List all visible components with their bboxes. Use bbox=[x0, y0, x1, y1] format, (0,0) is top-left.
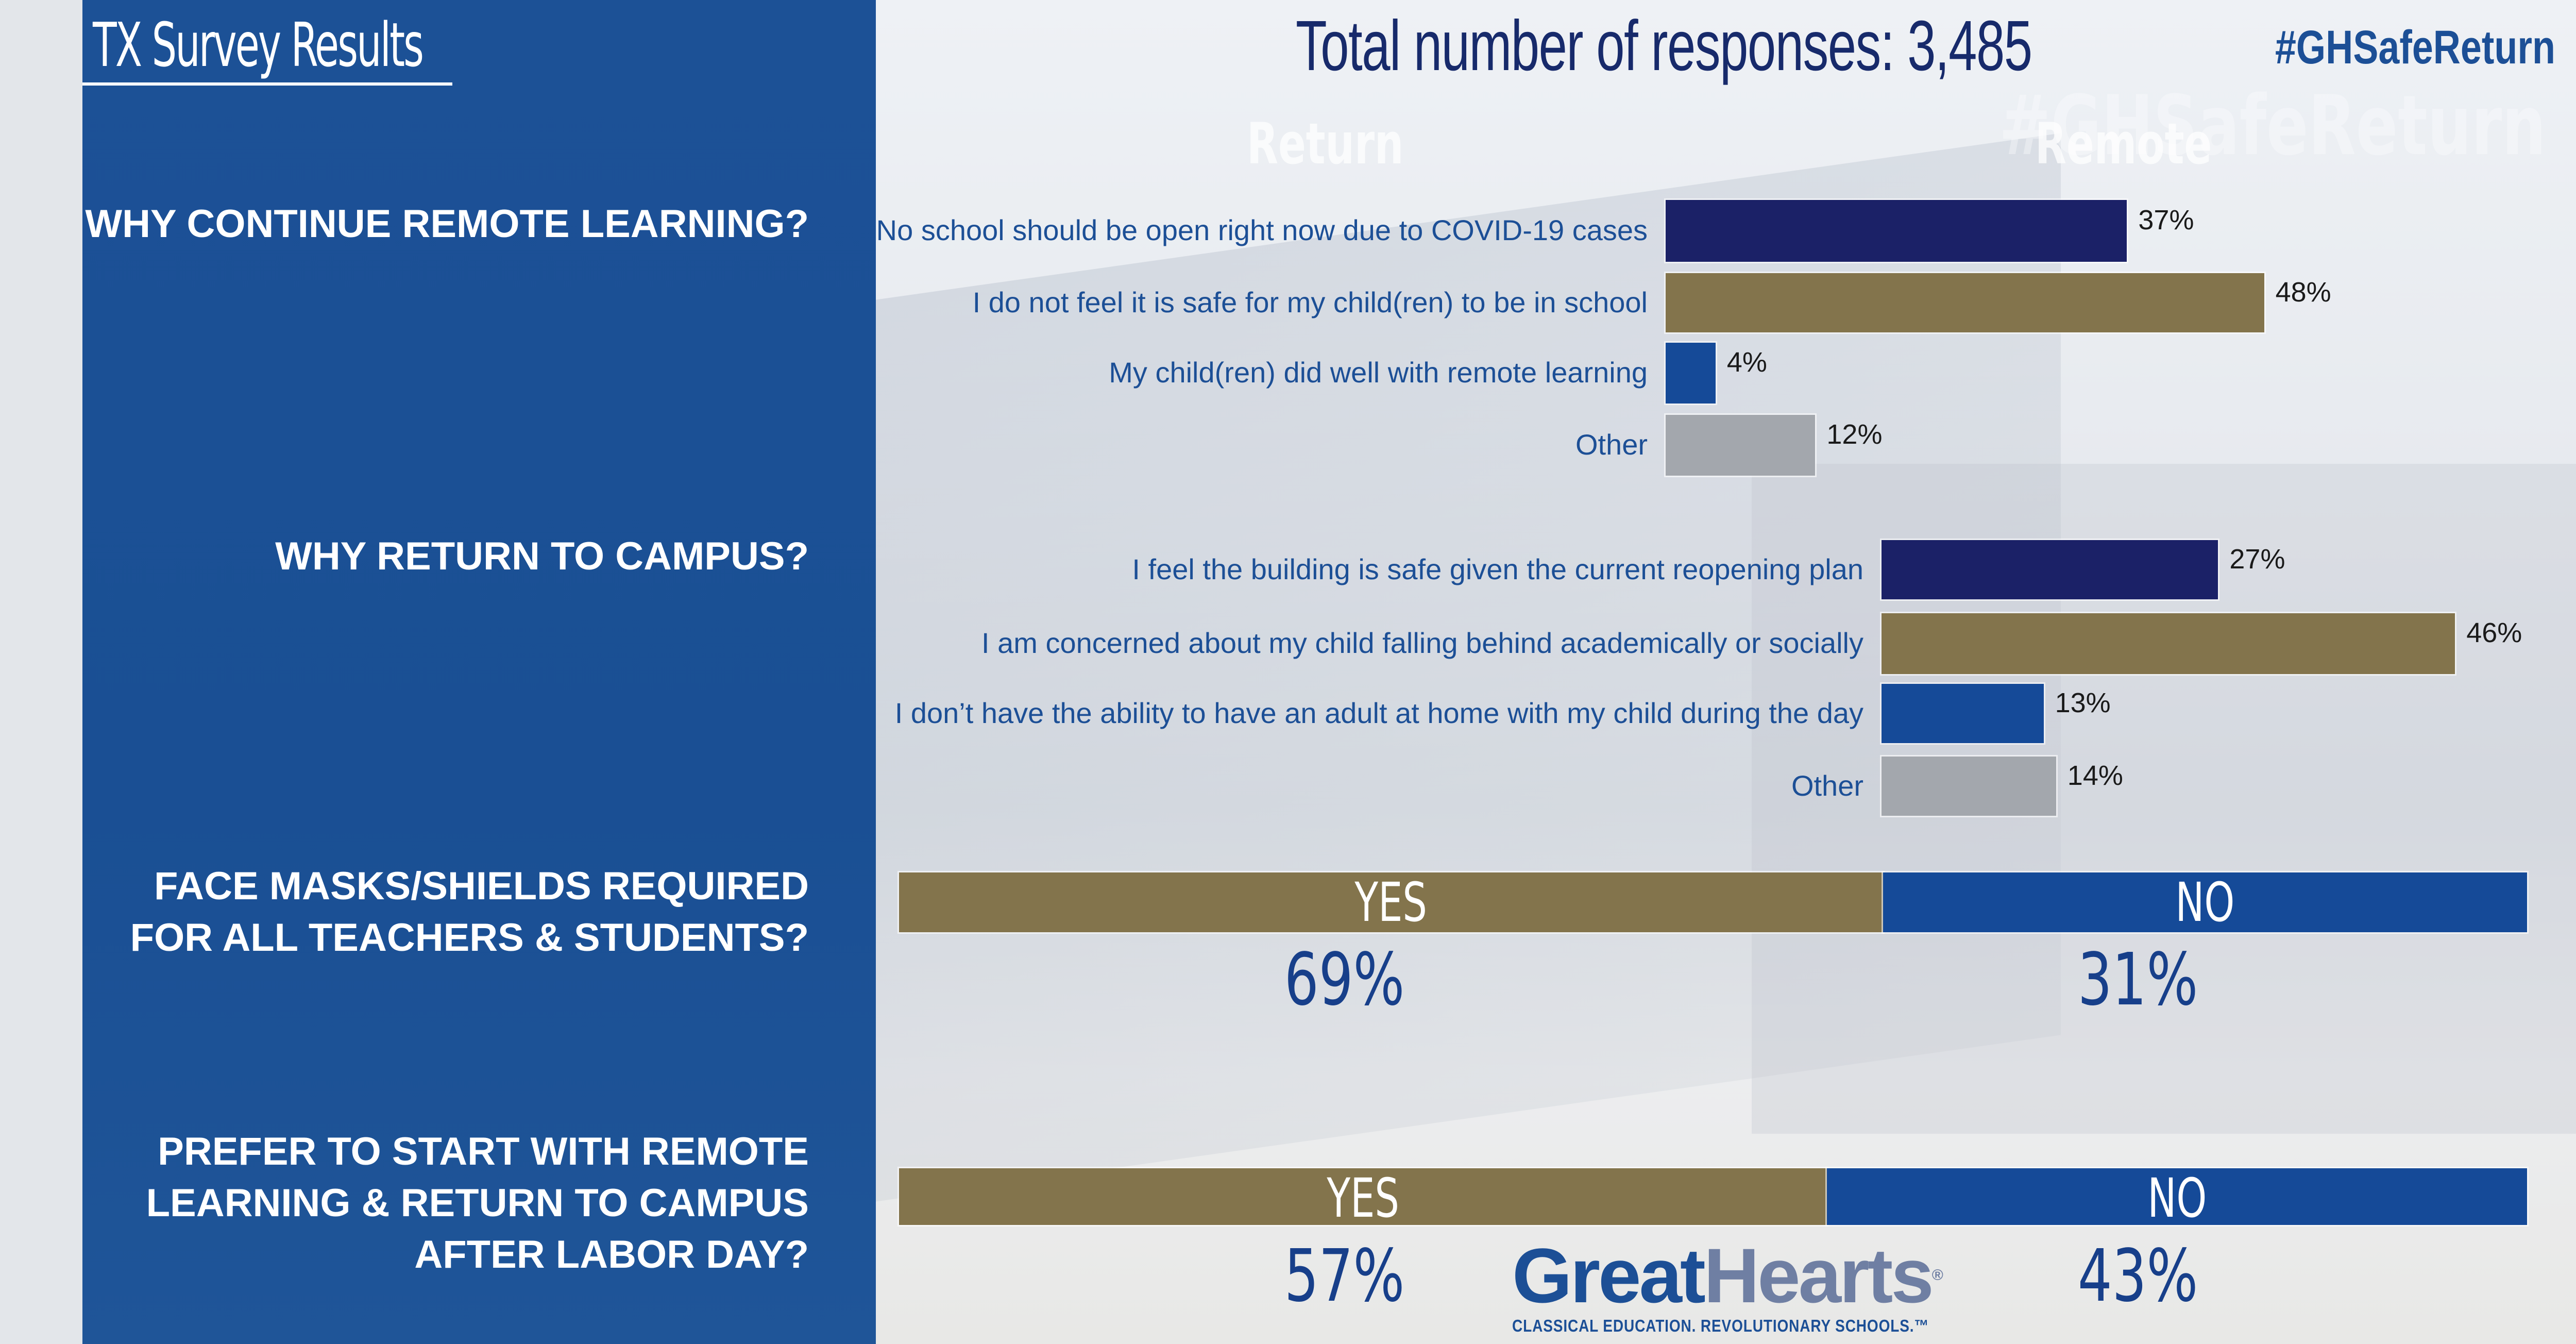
chart4-value-no: 43% bbox=[1932, 1234, 2344, 1318]
question-labor-day: PREFER TO START WITH REMOTE LEARNING & R… bbox=[146, 1126, 809, 1281]
background-hashtag-text: #GHSafeReturn bbox=[1999, 77, 2546, 174]
chart1-value-1: 37% bbox=[2138, 205, 2194, 236]
background-remote-text: Remote bbox=[2035, 111, 2212, 177]
chart2-value-4: 14% bbox=[2067, 760, 2123, 791]
chart1-bar-3 bbox=[1666, 343, 1716, 404]
chart2-bar-1 bbox=[1882, 540, 2218, 599]
question-labor-day-line-1: PREFER TO START WITH REMOTE bbox=[158, 1130, 809, 1173]
chart1-category-2: I do not feel it is safe for my child(re… bbox=[972, 285, 1648, 318]
logo-registered-mark: ® bbox=[1931, 1267, 1943, 1284]
chart2-value-1: 27% bbox=[2229, 543, 2285, 575]
chart2-bar-4 bbox=[1882, 757, 2056, 816]
chart4-label-yes: YES bbox=[1327, 1167, 1399, 1230]
chart2-category-4: Other bbox=[1791, 769, 1863, 802]
chart1-value-2: 48% bbox=[2275, 276, 2331, 308]
chart2-category-2: I am concerned about my child falling be… bbox=[981, 627, 1863, 659]
page-title: TX Survey Results bbox=[93, 9, 424, 80]
chart2-category-1: I feel the building is safe given the cu… bbox=[1132, 552, 1863, 585]
question-labor-day-line-3: AFTER LABOR DAY? bbox=[414, 1233, 809, 1276]
chart3-bar-yes: YES bbox=[899, 872, 1883, 932]
chart4-value-yes: 57% bbox=[1139, 1234, 1551, 1318]
hashtag: #GHSafeReturn bbox=[2275, 21, 2555, 74]
chart1-category-1: No school should be open right now due t… bbox=[876, 214, 1648, 246]
chart3-bar-no: NO bbox=[1883, 872, 2527, 932]
chart2-value-3: 13% bbox=[2055, 687, 2111, 718]
chart2-bar-3 bbox=[1882, 684, 2044, 743]
question-face-masks-line-1: FACE MASKS/SHIELDS REQUIRED bbox=[154, 864, 809, 908]
chart3-value-yes: 69% bbox=[1139, 938, 1551, 1022]
chart2-category-3: I don’t have the ability to have an adul… bbox=[894, 696, 1863, 729]
title-underline bbox=[82, 82, 452, 86]
chart1-bar-2 bbox=[1666, 273, 2264, 332]
chart4-bar-no: NO bbox=[1827, 1167, 2527, 1230]
chart3-value-text-yes: 69% bbox=[1284, 938, 1405, 1022]
question-labor-day-line-2: LEARNING & RETURN TO CAMPUS bbox=[146, 1181, 809, 1225]
chart2-bar-2 bbox=[1882, 613, 2455, 674]
chart4-value-text-no: 43% bbox=[2078, 1234, 2198, 1318]
logo-tagline: CLASSICAL EDUCATION. REVOLUTIONARY SCHOO… bbox=[1512, 1316, 1929, 1335]
chart4-value-text-yes: 57% bbox=[1284, 1234, 1405, 1318]
greathearts-logo: GreatHearts® CLASSICAL EDUCATION. REVOLU… bbox=[1512, 1237, 2003, 1336]
chart1-bar-1 bbox=[1666, 200, 2127, 262]
chart1-bar-4 bbox=[1666, 415, 1816, 476]
chart3-value-text-no: 31% bbox=[2078, 938, 2198, 1022]
chart1-value-3: 4% bbox=[1726, 347, 1767, 378]
question-face-masks-line-2: FOR ALL TEACHERS & STUDENTS? bbox=[130, 916, 809, 960]
logo-name-part2: Hearts bbox=[1703, 1232, 1934, 1319]
chart1-category-4: Other bbox=[1575, 428, 1648, 461]
chart4-label-no: NO bbox=[2147, 1167, 2207, 1230]
question-remote-learning-line-1: WHY CONTINUE REMOTE LEARNING? bbox=[85, 202, 809, 246]
left-edge-strip bbox=[0, 0, 82, 1344]
logo-name-part1: Great bbox=[1512, 1232, 1706, 1319]
question-face-masks: FACE MASKS/SHIELDS REQUIRED FOR ALL TEAC… bbox=[130, 861, 809, 964]
chart3-label-no: NO bbox=[2175, 871, 2235, 934]
background-return-text: Return bbox=[1247, 111, 1404, 177]
chart3-value-no: 31% bbox=[1932, 938, 2344, 1022]
question-return-campus: WHY RETURN TO CAMPUS? bbox=[275, 531, 809, 582]
chart1-value-4: 12% bbox=[1826, 419, 1883, 450]
left-panel bbox=[82, 0, 876, 1344]
question-remote-learning: WHY CONTINUE REMOTE LEARNING? bbox=[85, 198, 809, 250]
logo-wordmark: GreatHearts® bbox=[1512, 1237, 2003, 1314]
question-return-campus-line-1: WHY RETURN TO CAMPUS? bbox=[275, 534, 809, 578]
chart4-bar-yes: YES bbox=[899, 1167, 1827, 1230]
chart1-category-3: My child(ren) did well with remote learn… bbox=[1109, 356, 1648, 389]
total-responses: Total number of responses: 3,485 bbox=[1296, 6, 2032, 86]
chart3-label-yes: YES bbox=[1354, 871, 1428, 934]
chart2-value-2: 46% bbox=[2466, 617, 2522, 648]
